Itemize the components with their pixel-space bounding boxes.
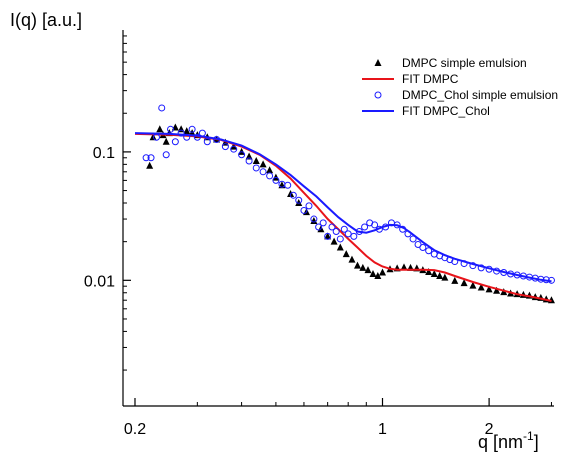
- plot-area: [134, 104, 555, 304]
- data-point: [245, 152, 253, 160]
- data-point: [315, 223, 323, 231]
- data-point: [162, 137, 170, 145]
- data-point: [430, 269, 438, 277]
- data-point: [340, 225, 348, 233]
- data-point: [441, 273, 449, 281]
- x-tick-label: 0.2: [124, 421, 146, 438]
- data-point: [354, 261, 362, 269]
- data-point: [374, 272, 382, 280]
- data-point: [324, 232, 332, 240]
- data-point: [350, 232, 358, 240]
- x-axis-title-exponent: -1: [523, 429, 534, 443]
- data-point: [310, 215, 318, 223]
- legend-label: FIT DMPC_Chol: [402, 104, 490, 118]
- data-point: [221, 143, 229, 151]
- series-0: [146, 123, 555, 304]
- y-tick-label: 0.1: [93, 145, 115, 162]
- data-point: [142, 154, 150, 162]
- series-1: [134, 132, 552, 302]
- data-point: [344, 230, 352, 238]
- data-point: [332, 227, 340, 235]
- data-point: [342, 250, 350, 258]
- data-point: [319, 219, 327, 227]
- data-point: [167, 125, 175, 133]
- data-point: [252, 164, 260, 172]
- data-point: [419, 244, 427, 252]
- data-point: [266, 172, 274, 180]
- legend-label: DMPC_Chol simple emulsion: [402, 88, 558, 102]
- data-point: [171, 138, 179, 146]
- data-point: [259, 160, 267, 168]
- axis-ticks: 0.2 1 2 0.1 0.01: [84, 35, 552, 438]
- data-point: [425, 247, 433, 255]
- data-point: [414, 241, 422, 249]
- data-point: [425, 268, 433, 276]
- data-point: [284, 181, 292, 189]
- data-point: [451, 276, 459, 284]
- data-point: [477, 283, 485, 291]
- data-point: [156, 125, 164, 133]
- data-point: [493, 286, 501, 294]
- data-point: [330, 237, 338, 245]
- legend: DMPC simple emulsion FIT DMPC DMPC_Chol si…: [362, 56, 558, 118]
- series-line: [134, 132, 552, 283]
- data-point: [328, 223, 336, 231]
- data-point: [252, 156, 260, 164]
- data-point: [295, 199, 303, 207]
- data-point: [183, 127, 191, 135]
- series-3: [134, 132, 552, 283]
- data-point: [188, 125, 196, 133]
- x-tick-label: 1: [378, 421, 387, 438]
- data-point: [230, 145, 238, 153]
- data-point: [147, 154, 155, 162]
- data-point: [158, 104, 166, 112]
- data-point: [310, 216, 318, 224]
- data-point: [259, 168, 267, 176]
- data-point: [359, 263, 367, 271]
- data-point: [364, 266, 372, 274]
- x-axis-title-close: ]: [534, 432, 539, 452]
- data-point: [193, 133, 201, 141]
- data-point: [300, 206, 308, 214]
- x-axis-title: q [nm-1]: [478, 429, 539, 452]
- legend-swatch: [374, 59, 382, 66]
- data-point: [324, 232, 332, 240]
- data-point: [369, 269, 377, 277]
- data-point: [436, 272, 444, 280]
- y-tick-label: 0.01: [84, 273, 115, 290]
- data-point: [379, 268, 387, 276]
- data-point: [348, 255, 356, 263]
- data-point: [400, 263, 408, 271]
- data-point: [361, 223, 369, 231]
- data-point: [238, 151, 246, 159]
- data-point: [469, 281, 477, 289]
- data-point: [272, 176, 280, 184]
- x-tick-label: 2: [485, 421, 494, 438]
- data-point: [162, 151, 170, 159]
- data-point: [245, 157, 253, 165]
- data-point: [336, 235, 344, 243]
- data-point: [266, 166, 274, 174]
- legend-label: FIT DMPC: [402, 72, 459, 86]
- data-point: [371, 221, 379, 229]
- legend-label: DMPC simple emulsion: [402, 56, 527, 70]
- data-point: [203, 138, 211, 146]
- data-point: [305, 202, 313, 210]
- x-axis-title-main: q [nm: [478, 432, 523, 452]
- data-point: [460, 279, 468, 287]
- data-point: [177, 129, 185, 137]
- series-line: [134, 132, 552, 302]
- data-point: [336, 243, 344, 251]
- data-point: [295, 196, 303, 204]
- data-point: [485, 285, 493, 293]
- data-point: [146, 161, 154, 169]
- data-point: [289, 191, 297, 199]
- legend-swatch: [374, 91, 382, 99]
- y-axis-title: I(q) [a.u.]: [10, 10, 82, 30]
